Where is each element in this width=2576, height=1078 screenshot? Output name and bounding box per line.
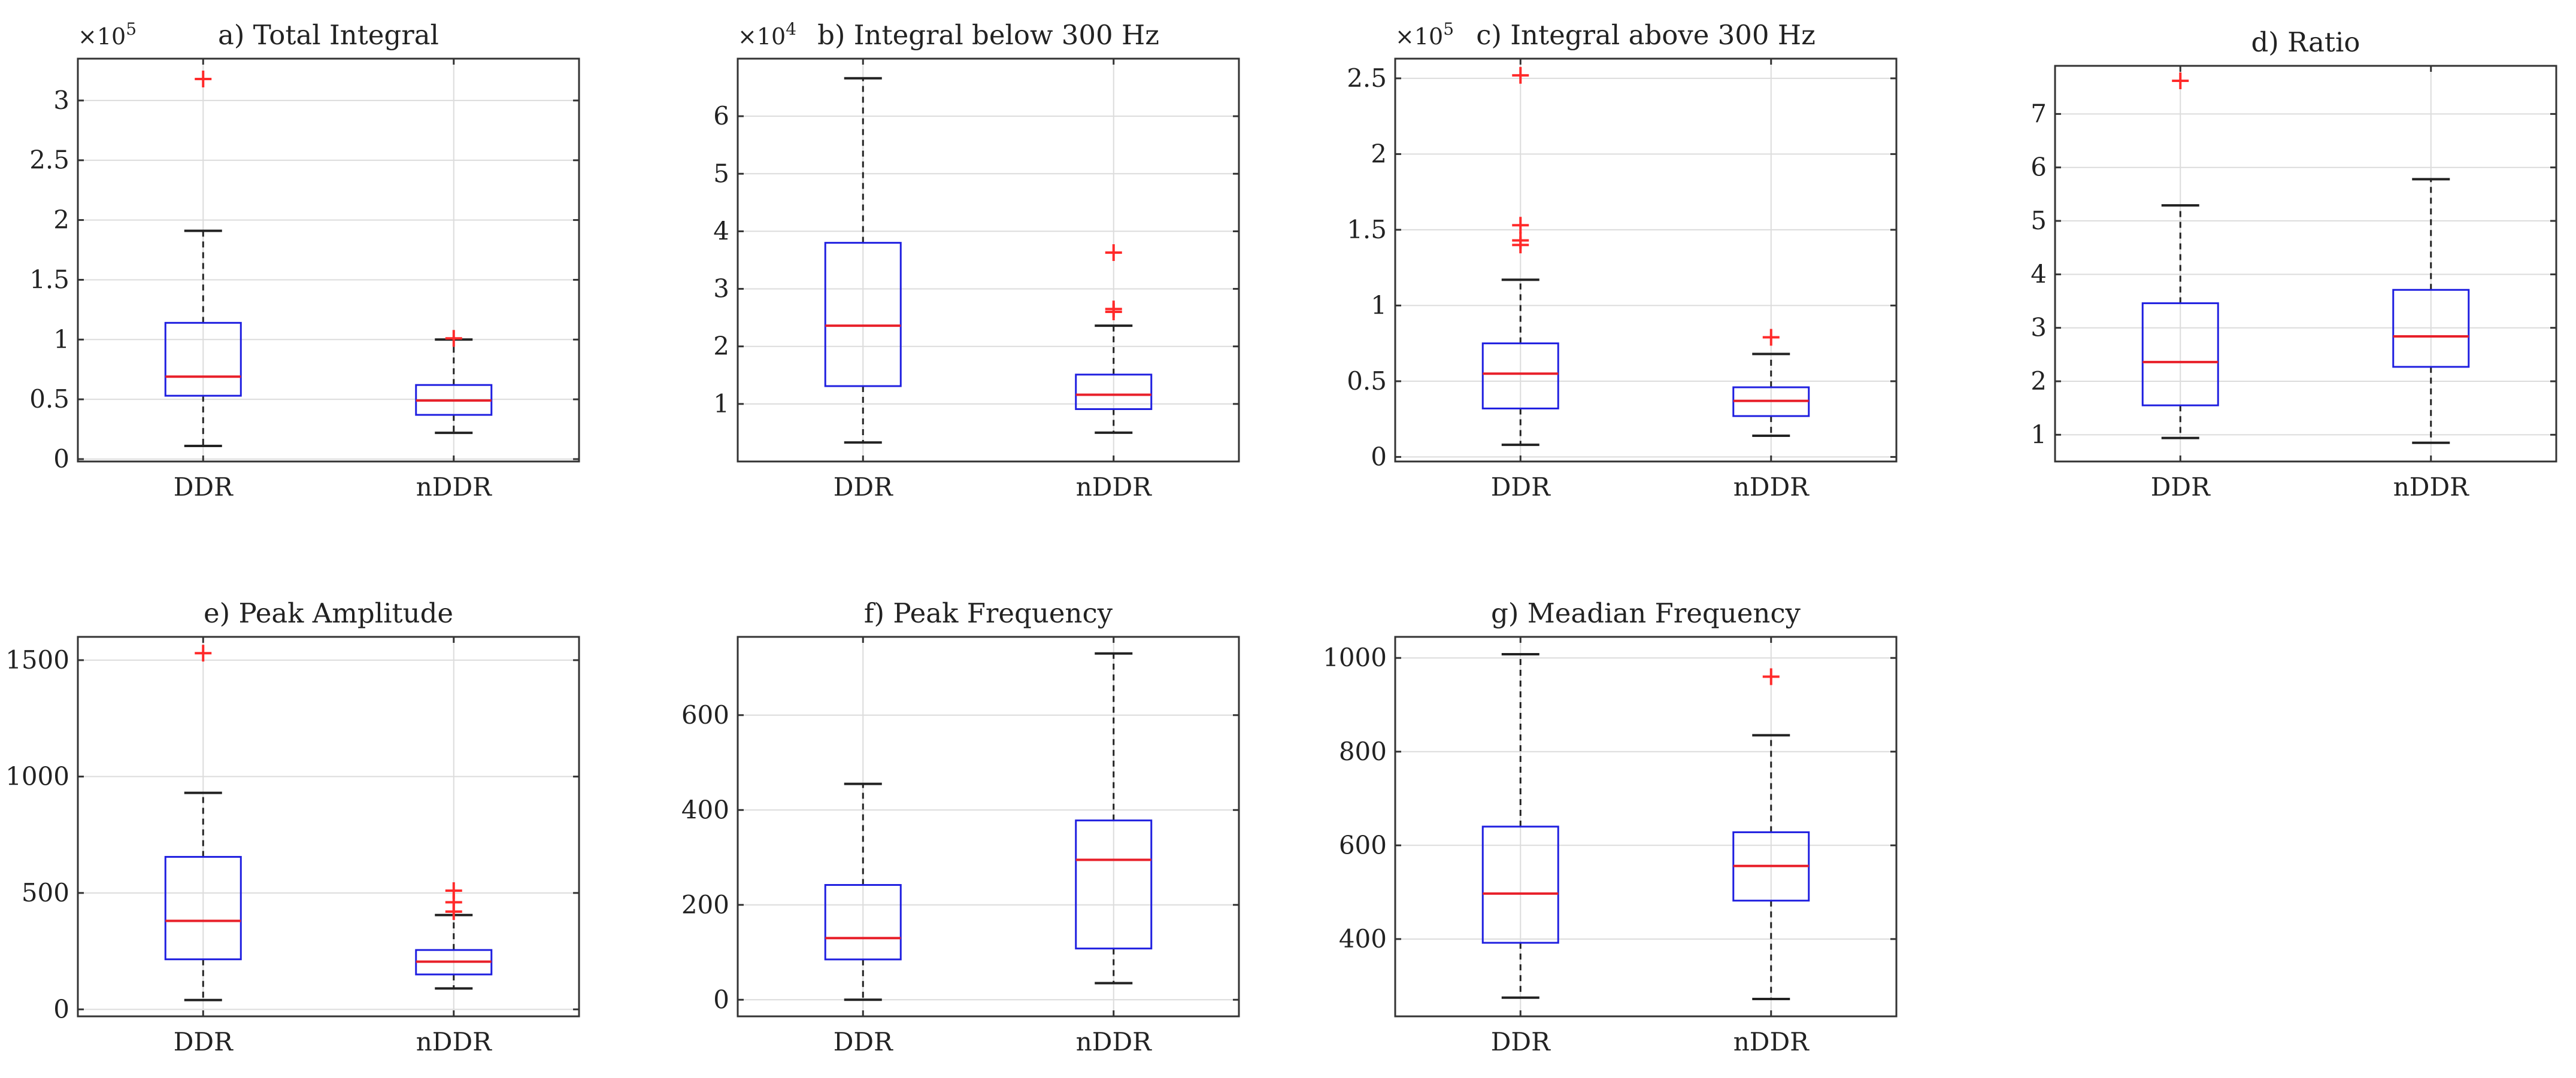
y-tick-label: 600	[681, 700, 729, 730]
boxplot-panel: 0 0.5 1 1.5 2 2.5 DDR nDDR c) Integral above 300…	[1347, 19, 1898, 502]
y-tick-label: 600	[1339, 830, 1387, 860]
y-tick-label: 1000	[5, 761, 69, 791]
boxplot-panel: 1 2 3 4 5 6 7 DDR nDDR d) Ratio	[2031, 26, 2557, 502]
y-tick-label: 2	[713, 332, 729, 361]
y-tick-label: 200	[681, 890, 729, 919]
y-tick-label: 1	[1371, 290, 1387, 320]
axis-multiplier: ×104	[738, 19, 796, 50]
iqr-box	[1075, 373, 1153, 411]
outlier-marker	[1512, 217, 1529, 234]
panel-title: g) Meadian Frequency	[1491, 597, 1801, 629]
panel-title: f) Peak Frequency	[864, 597, 1113, 629]
axes-frame	[77, 636, 580, 1018]
boxplot-panel: 0 200 400 600 DDR nDDR f) Peak Frequency	[681, 597, 1240, 1056]
y-tick-label: 2.5	[1347, 63, 1387, 93]
x-category-label: DDR	[174, 472, 234, 502]
boxplot-panel: 1 2 3 4 5 6 DDR nDDR b) Integral below 300 Hz ×10…	[713, 19, 1240, 502]
y-tick-label: 0.5	[29, 384, 69, 414]
axis-multiplier: ×105	[1395, 19, 1454, 50]
y-tick-label: 2	[53, 205, 69, 235]
x-category-label: DDR	[1491, 472, 1551, 502]
y-tick-label: 1	[713, 389, 729, 418]
iqr-box	[164, 321, 242, 397]
outlier-marker	[2172, 72, 2189, 90]
y-tick-label: 1	[2031, 420, 2047, 449]
y-tick-label: 2.5	[29, 145, 69, 175]
y-tick-label: 6	[2031, 153, 2047, 182]
y-tick-label: 1.5	[29, 265, 69, 294]
iqr-box	[1075, 819, 1153, 950]
outlier-marker	[1105, 300, 1122, 318]
x-category-label: DDR	[834, 472, 893, 502]
x-category-label: DDR	[174, 1027, 234, 1056]
outlier-marker	[1512, 232, 1529, 249]
outlier-marker	[195, 645, 212, 662]
y-tick-label: 3	[53, 86, 69, 115]
axes-frame	[737, 57, 1240, 463]
y-tick-label: 1000	[1323, 643, 1387, 672]
x-category-label: nDDR	[416, 1027, 492, 1056]
iqr-box	[824, 883, 902, 961]
axes-frame	[77, 57, 580, 463]
y-tick-label: 2	[2031, 366, 2047, 396]
outlier-marker	[1105, 244, 1122, 262]
panel-title: e) Peak Amplitude	[204, 597, 453, 629]
y-tick-label: 0	[53, 444, 69, 473]
y-tick-label: 5	[713, 159, 729, 188]
y-tick-label: 0.5	[1347, 366, 1387, 396]
x-category-label: nDDR	[1734, 472, 1810, 502]
x-category-label: DDR	[1491, 1027, 1551, 1056]
x-category-label: nDDR	[416, 472, 492, 502]
y-tick-label: 500	[22, 878, 69, 907]
y-tick-label: 1.5	[1347, 215, 1387, 244]
x-category-label: nDDR	[1076, 1027, 1152, 1056]
y-tick-label: 3	[2031, 313, 2047, 342]
iqr-box	[1481, 342, 1559, 409]
outlier-marker	[1762, 668, 1780, 685]
panel-title: d) Ratio	[2251, 26, 2360, 58]
x-category-label: DDR	[2151, 472, 2211, 502]
y-tick-label: 3	[713, 274, 729, 303]
y-tick-label: 4	[2031, 259, 2047, 289]
y-tick-label: 0	[1371, 442, 1387, 471]
y-tick-label: 800	[1339, 737, 1387, 766]
y-tick-label: 2	[1371, 139, 1387, 168]
x-category-label: DDR	[834, 1027, 893, 1056]
y-tick-label: 5	[2031, 206, 2047, 235]
iqr-box	[2392, 289, 2470, 368]
outlier-marker	[445, 330, 462, 347]
axes-frame	[1394, 57, 1898, 463]
y-tick-label: 0	[53, 994, 69, 1024]
iqr-box	[1481, 825, 1559, 944]
boxplot-panel: 0 500 1000 1500 DDR nDDR e) Peak Amplitude	[5, 597, 580, 1056]
panel-title: c) Integral above 300 Hz	[1476, 19, 1816, 51]
x-category-label: nDDR	[2393, 472, 2469, 502]
outlier-marker	[445, 882, 462, 899]
iqr-box	[824, 242, 902, 387]
iqr-box	[2141, 302, 2219, 406]
y-tick-label: 1500	[5, 645, 69, 675]
y-tick-label: 6	[713, 101, 729, 130]
iqr-box	[164, 856, 242, 961]
y-tick-label: 400	[1339, 924, 1387, 954]
y-tick-label: 7	[2031, 99, 2047, 128]
y-tick-label: 4	[713, 216, 729, 245]
panel-title: a) Total Integral	[218, 19, 439, 51]
boxplot-panel: 0 0.5 1 1.5 2 2.5 3 DDR nDDR a) Total Integral ×10…	[29, 19, 580, 502]
y-tick-label: 0	[713, 985, 729, 1014]
outlier-marker	[1762, 329, 1780, 346]
y-tick-label: 1	[53, 324, 69, 354]
outlier-marker	[1512, 66, 1529, 84]
panel-title: b) Integral below 300 Hz	[817, 19, 1159, 51]
axes-frame	[2054, 65, 2557, 463]
axis-multiplier: ×105	[78, 19, 137, 50]
outlier-marker	[195, 70, 212, 87]
x-category-label: nDDR	[1076, 472, 1152, 502]
y-tick-label: 400	[681, 795, 729, 824]
axes-frame	[737, 636, 1240, 1018]
axes-frame	[1394, 636, 1898, 1018]
x-category-label: nDDR	[1734, 1027, 1810, 1056]
boxplot-panel: 400 600 800 1000 DDR nDDR g) Meadian Frequency	[1323, 597, 1898, 1056]
